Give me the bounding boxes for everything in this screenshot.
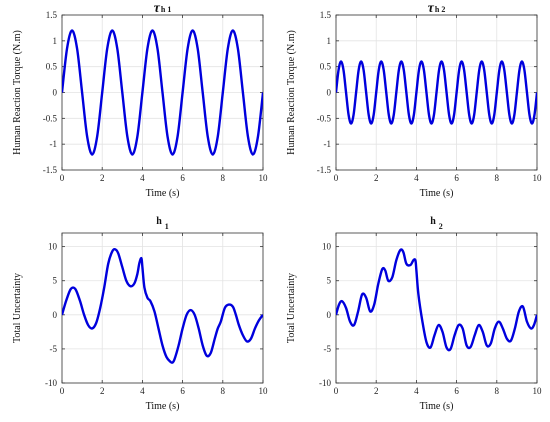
plot-frame	[335, 232, 538, 384]
y-tick-label: 0	[327, 88, 332, 98]
x-tick-label: 2	[100, 386, 105, 396]
x-tick-label: 0	[334, 173, 339, 183]
y-tick-label: -1	[324, 139, 332, 149]
chart-title-sub: 2	[439, 222, 443, 231]
x-tick-label: 2	[100, 173, 105, 183]
chart-panel-2: 0 2 4 6 8 10 -1.5 -1 -0.5 0 0.5 1 1.5 Time (s) Human R…	[286, 1, 542, 199]
plot-area	[62, 233, 263, 383]
x-axis-label: Time (s)	[420, 401, 454, 412]
x-tick-label: 0	[60, 173, 65, 183]
y-tick-label: -10	[45, 378, 57, 388]
y-tick-label: 10	[48, 242, 58, 252]
y-tick-label: 0	[53, 310, 58, 320]
chart-title-main: τ	[154, 1, 161, 16]
x-tick-label: 2	[374, 173, 379, 183]
x-axis-label: Time (s)	[420, 188, 454, 199]
y-tick-label: -5	[324, 344, 332, 354]
chart-title-sub: 1	[165, 222, 169, 231]
y-axis-label: Human Reaction Torque (N.m)	[12, 30, 23, 155]
x-tick-label: 4	[140, 173, 145, 183]
y-axis-label: Total Uncertainty	[286, 273, 297, 343]
x-tick-label: 10	[259, 386, 269, 396]
chart-title-sub: h 1	[161, 5, 171, 14]
chart-title: τh 2	[428, 1, 446, 16]
x-tick-label: 8	[495, 386, 500, 396]
chart-panel-3: 0 2 4 6 8 10 -10 -5 0 5 10 Time (s) Total Uncertaint…	[12, 216, 268, 412]
y-axis-label: Total Uncertainty	[12, 273, 23, 343]
y-tick-label: 5	[53, 276, 58, 286]
y-tick-label: -1.5	[317, 165, 332, 175]
chart-title-main: h	[430, 216, 436, 227]
y-tick-label: 1.5	[320, 10, 332, 20]
y-tick-label: 0.5	[320, 62, 332, 72]
x-tick-label: 6	[180, 173, 185, 183]
x-tick-label: 0	[334, 386, 339, 396]
plot-frame	[61, 232, 264, 384]
y-tick-label: 1	[53, 36, 58, 46]
x-tick-label: 8	[221, 173, 226, 183]
y-tick-label: -1.5	[43, 165, 58, 175]
chart-title-main: h	[156, 216, 162, 227]
x-tick-label: 4	[140, 386, 145, 396]
series-line-1	[336, 60, 537, 125]
x-tick-label: 10	[533, 386, 543, 396]
chart-title-main: τ	[428, 1, 435, 16]
x-tick-label: 8	[495, 173, 500, 183]
x-tick-label: 6	[454, 386, 459, 396]
x-axis-label: Time (s)	[146, 401, 180, 412]
x-tick-label: 4	[414, 386, 419, 396]
series-line-1	[62, 248, 263, 364]
x-tick-label: 8	[221, 386, 226, 396]
y-tick-label: 10	[322, 242, 332, 252]
x-tick-label: 4	[414, 173, 419, 183]
y-tick-label: 0	[53, 88, 58, 98]
y-tick-label: 1	[327, 36, 332, 46]
y-tick-label: -10	[319, 378, 331, 388]
y-tick-label: -0.5	[317, 113, 332, 123]
y-tick-label: -1	[50, 139, 58, 149]
chart-panel-4: 0 2 4 6 8 10 -10 -5 0 5 10 Time (s) Total Uncertaint…	[286, 216, 542, 412]
x-tick-label: 2	[374, 386, 379, 396]
chart-panel-1: 0 2 4 6 8 10 -1.5 -1 -0.5 0 0.5 1 1.5 Time (s) Human R…	[12, 1, 268, 199]
x-tick-label: 10	[259, 173, 269, 183]
y-tick-label: 1.5	[46, 10, 58, 20]
series-line-1	[62, 29, 263, 156]
y-tick-label: -5	[50, 344, 58, 354]
x-tick-label: 0	[60, 386, 65, 396]
y-tick-label: 5	[327, 276, 332, 286]
x-tick-label: 10	[533, 173, 543, 183]
chart-title-sub: h 2	[435, 5, 445, 14]
chart-title: τh 1	[154, 1, 172, 16]
x-axis-label: Time (s)	[146, 188, 180, 199]
plot-area	[336, 233, 537, 383]
y-tick-label: 0	[327, 310, 332, 320]
y-axis-label: Human Reaction Torque (N.m)	[286, 30, 297, 155]
x-tick-label: 6	[454, 173, 459, 183]
y-tick-label: 0.5	[46, 62, 58, 72]
y-tick-label: -0.5	[43, 113, 58, 123]
x-tick-label: 6	[180, 386, 185, 396]
series-line-1	[336, 248, 537, 352]
